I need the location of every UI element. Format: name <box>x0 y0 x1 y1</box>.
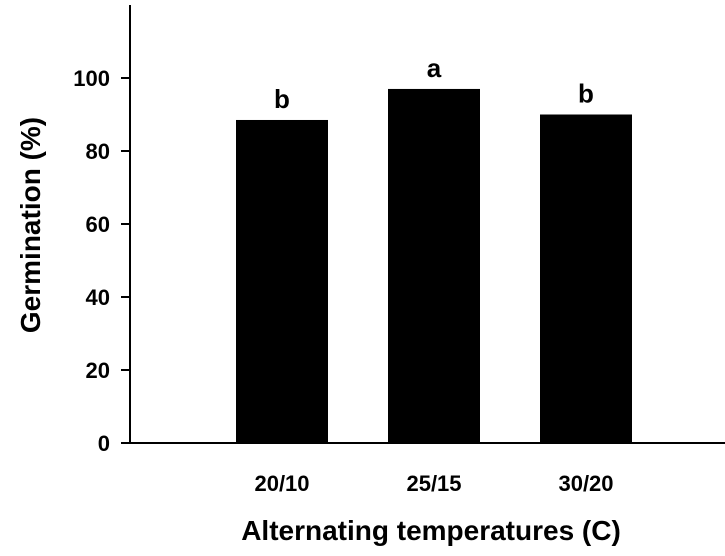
bar <box>540 114 632 443</box>
y-tick-label: 0 <box>98 431 110 456</box>
bar-significance-labels: b a b <box>274 53 594 114</box>
bar-significance-label: b <box>578 79 594 109</box>
bars-group <box>236 88 632 443</box>
y-axis-title: Germination (%) <box>15 117 46 333</box>
y-tick-label: 60 <box>86 212 110 237</box>
x-tick-label: 25/15 <box>406 471 461 496</box>
y-tick-label: 20 <box>86 358 110 383</box>
y-axis-ticks: 0 20 40 60 80 100 <box>73 66 130 456</box>
y-tick-label: 80 <box>86 139 110 164</box>
x-tick-label: 20/10 <box>254 471 309 496</box>
y-tick-label: 100 <box>73 66 110 91</box>
bar-significance-label: a <box>427 53 442 83</box>
bar <box>388 88 480 443</box>
x-axis-ticks: 20/10 25/15 30/20 <box>254 471 613 496</box>
x-tick-label: 30/20 <box>558 471 613 496</box>
y-tick-label: 40 <box>86 285 110 310</box>
x-axis-title: Alternating temperatures (C) <box>241 515 621 546</box>
bar-significance-label: b <box>274 84 290 114</box>
bar <box>236 119 328 443</box>
